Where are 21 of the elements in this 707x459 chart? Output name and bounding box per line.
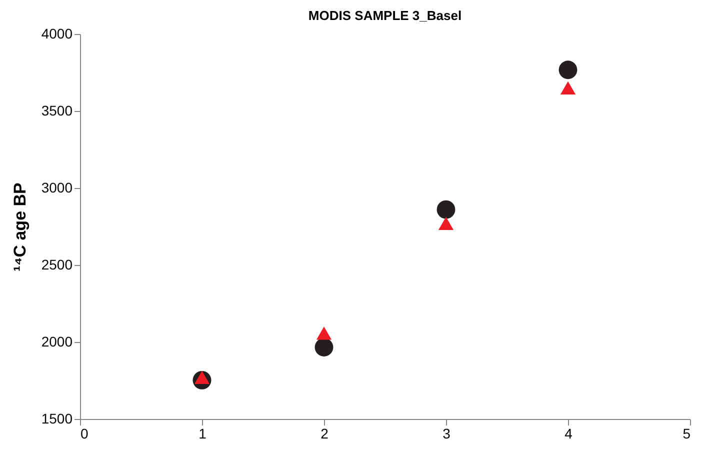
chart-title: MODIS SAMPLE 3_Basel [308, 8, 462, 23]
point [314, 338, 334, 356]
x-tick-label: 3 [442, 426, 451, 442]
y-axis-title: ¹⁴C age BP [10, 182, 30, 272]
x-tick-label: 5 [682, 426, 691, 442]
y-tick-label: 3500 [41, 102, 73, 118]
point [558, 60, 578, 80]
x-tick-label: 2 [320, 426, 329, 442]
x-tick-label: 0 [80, 426, 88, 442]
y-tick-label: 2000 [41, 334, 73, 350]
point [316, 326, 332, 340]
x-tick-label: 4 [564, 426, 573, 442]
point [438, 216, 454, 230]
point [560, 81, 576, 94]
y-tick-label: 4000 [41, 26, 73, 42]
point [436, 200, 456, 219]
y-tick-label: 2500 [41, 256, 73, 272]
y-tick-label: 1500 [41, 410, 73, 426]
y-tick-label: 3000 [41, 180, 73, 196]
point [194, 370, 210, 384]
x-tick-label: 1 [198, 426, 207, 442]
